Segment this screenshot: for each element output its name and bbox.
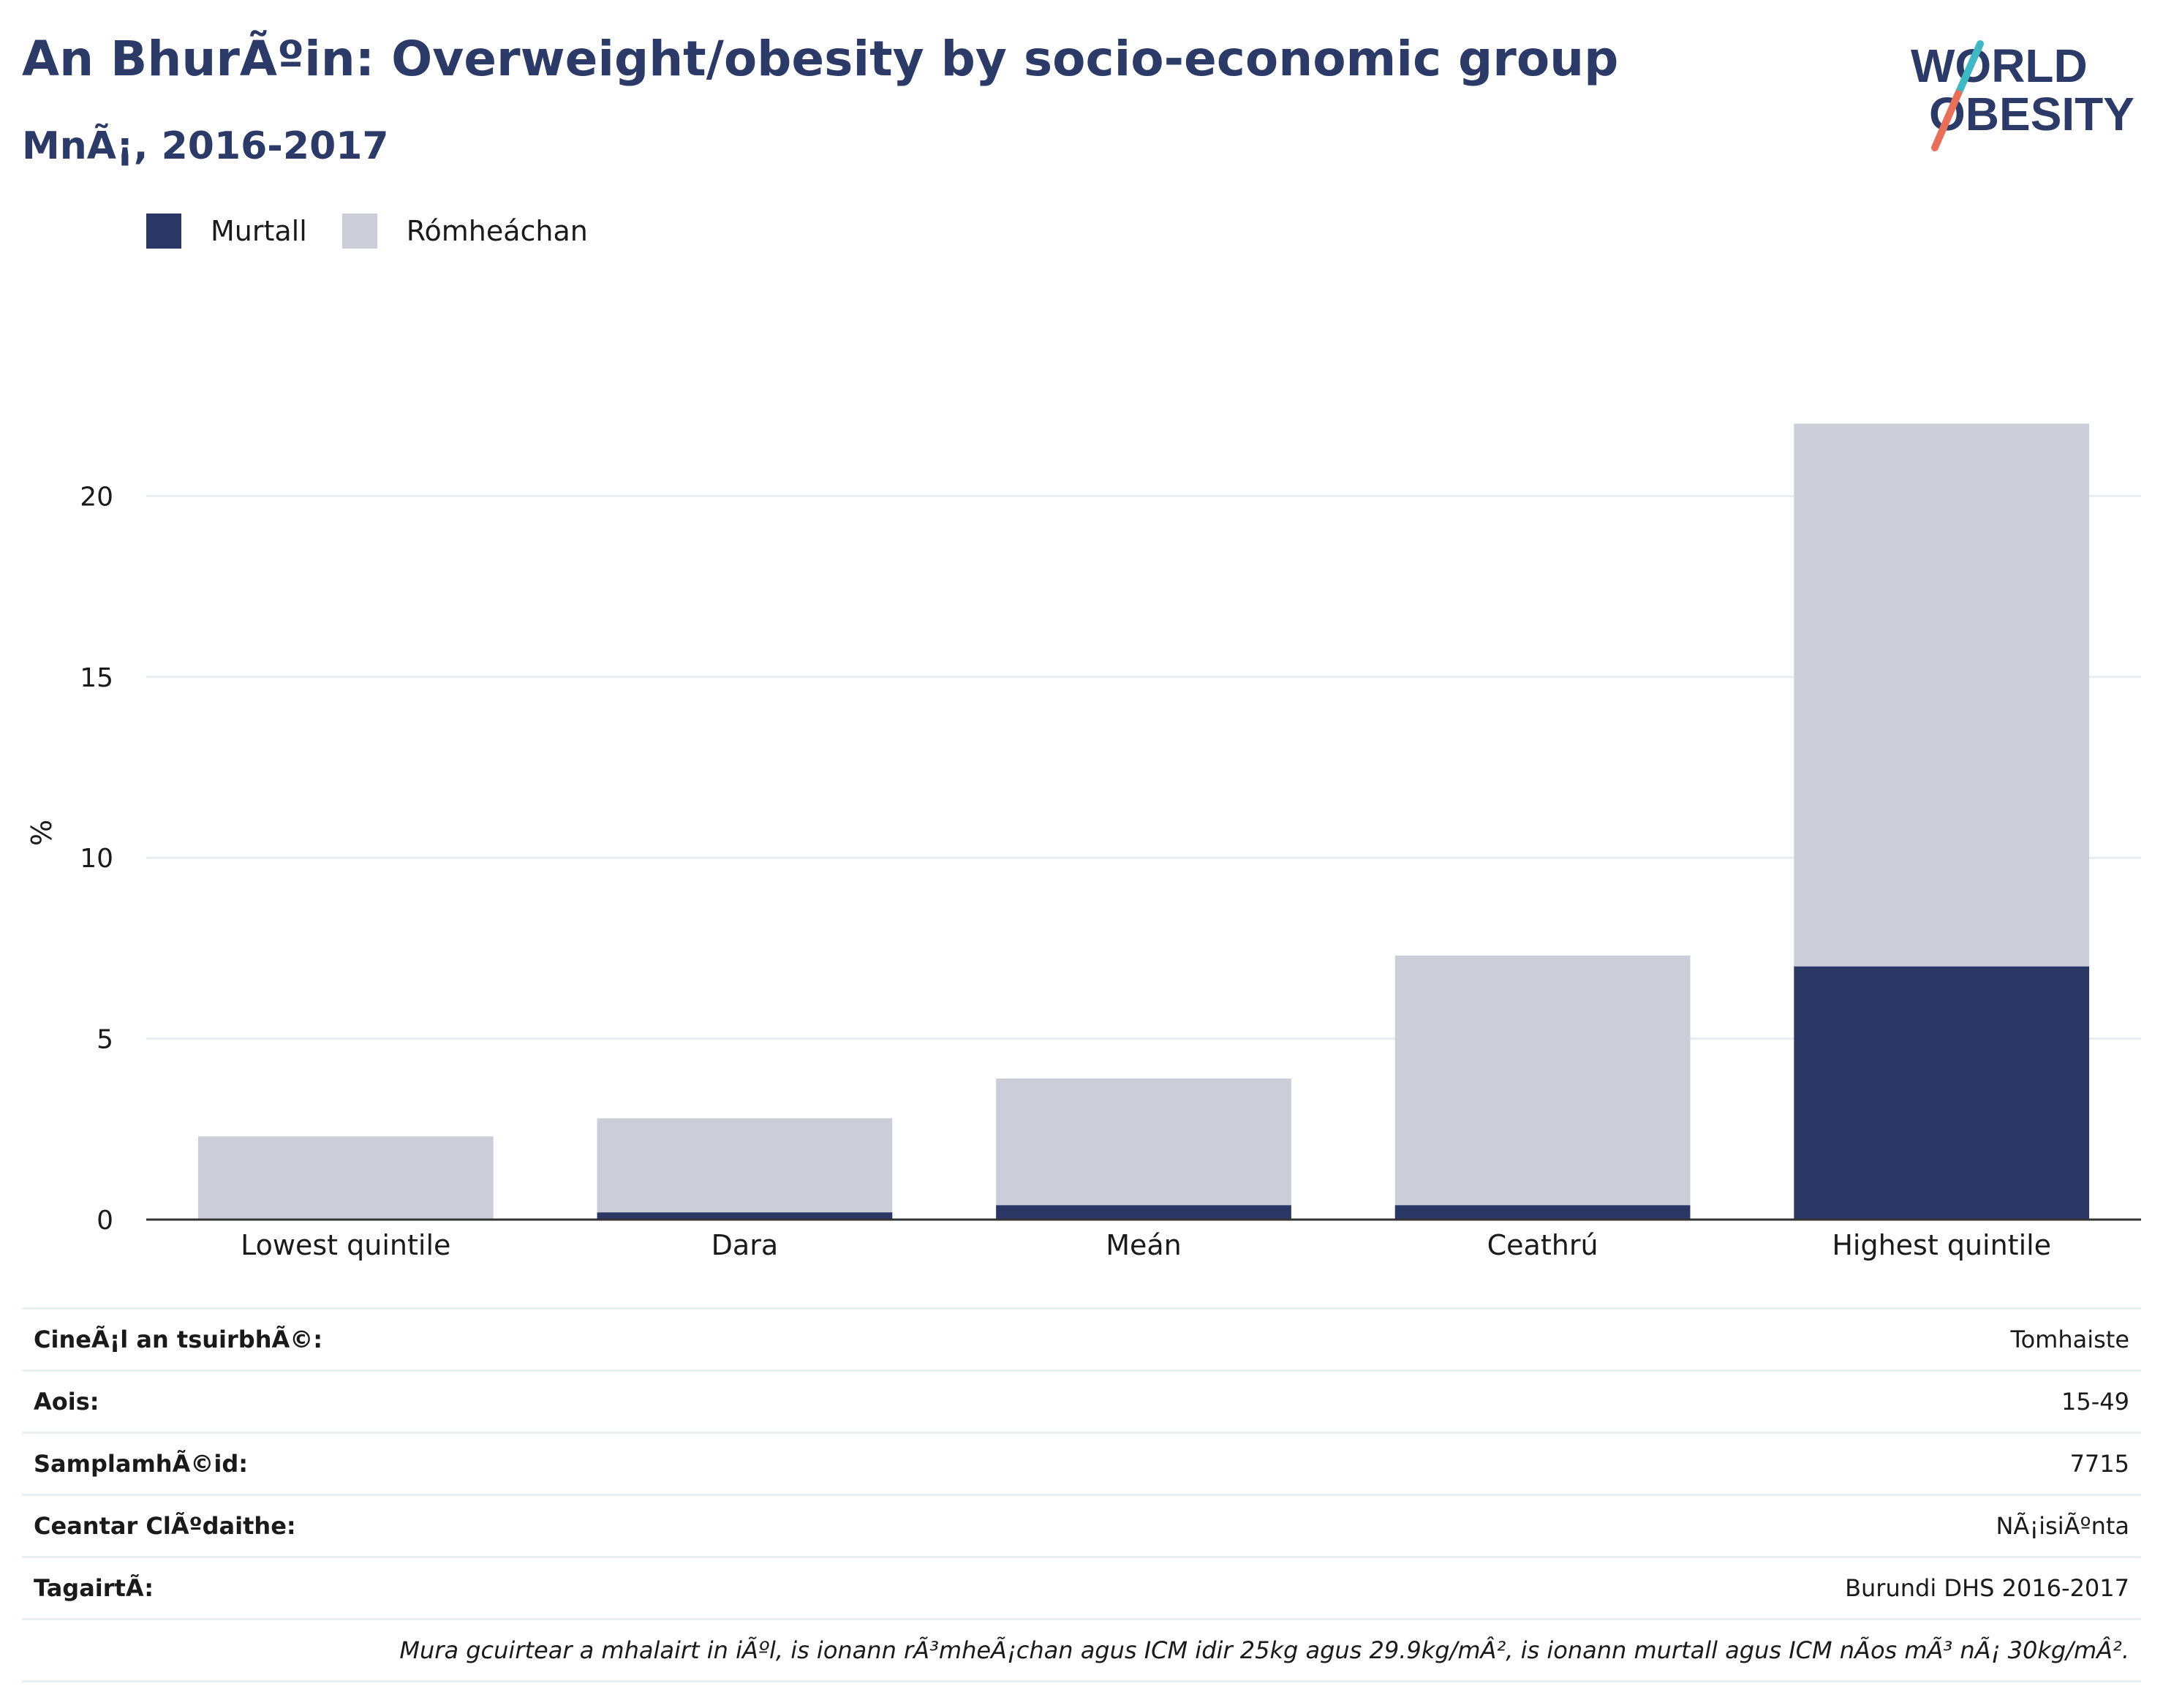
info-row-age: Aois: 15-49 bbox=[22, 1369, 2141, 1432]
legend-label-overweight: Rómheáchan bbox=[406, 215, 588, 247]
chart-title: An BhurÃºin: Overweight/obesity by socio… bbox=[22, 31, 1619, 87]
y-axis-label: % bbox=[26, 820, 58, 846]
info-row-sample-size: SamplamhÃ©id: 7715 bbox=[22, 1432, 2141, 1494]
legend-item-obese[interactable]: Murtall bbox=[146, 214, 307, 249]
info-value: NÃ¡isiÃºnta bbox=[1996, 1512, 2129, 1540]
info-value: 15-49 bbox=[2061, 1388, 2129, 1416]
y-tick-label: 10 bbox=[80, 844, 113, 874]
info-footnote: Mura gcuirtear a mhalairt in iÃºl, is io… bbox=[22, 1618, 2141, 1682]
info-label: Aois: bbox=[34, 1388, 99, 1416]
legend-swatch-obese bbox=[146, 214, 181, 249]
bar-chart: 0 5 10 15 20% Lowest quintile Dara Meán Ceathrú H… bbox=[26, 423, 2141, 1261]
chart-subtitle: MnÃ¡, 2016-2017 bbox=[22, 124, 389, 168]
info-value: Tomhaiste bbox=[2010, 1326, 2129, 1353]
info-row-reference: TagairtÃ: Burundi DHS 2016-2017 bbox=[22, 1556, 2141, 1618]
info-row-survey-type: CineÃ¡l an tsuirbhÃ©: Tomhaiste bbox=[22, 1307, 2141, 1369]
info-value: 7715 bbox=[2069, 1450, 2129, 1478]
info-row-area-covered: Ceantar ClÃºdaithe: NÃ¡isiÃºnta bbox=[22, 1494, 2141, 1556]
y-tick-label: 15 bbox=[80, 663, 113, 693]
world-obesity-logo: WORLD OBESITY bbox=[1911, 39, 2134, 151]
info-label: Ceantar ClÃºdaithe: bbox=[34, 1512, 296, 1540]
footnote-text: Mura gcuirtear a mhalairt in iÃºl, is io… bbox=[399, 1636, 2129, 1664]
info-label: TagairtÃ: bbox=[34, 1574, 154, 1602]
bar-overweight bbox=[1794, 423, 2090, 967]
x-tick-label: Meán bbox=[1106, 1229, 1182, 1261]
y-tick-label: 5 bbox=[97, 1025, 113, 1055]
x-tick-label: Ceathrú bbox=[1487, 1229, 1598, 1261]
bar-overweight bbox=[1394, 955, 1691, 1206]
bar-obese bbox=[1394, 1205, 1691, 1220]
info-table: CineÃ¡l an tsuirbhÃ©: Tomhaiste Aois: 15… bbox=[22, 1307, 2141, 1682]
bar-overweight bbox=[597, 1118, 893, 1213]
info-label: SamplamhÃ©id: bbox=[34, 1450, 249, 1478]
x-tick-label: Dara bbox=[711, 1229, 778, 1261]
info-value: Burundi DHS 2016-2017 bbox=[1845, 1574, 2129, 1602]
bar-obese bbox=[1794, 966, 2090, 1220]
x-tick-label: Lowest quintile bbox=[241, 1229, 450, 1261]
bar-obese bbox=[996, 1205, 1291, 1220]
legend-item-overweight[interactable]: Rómheáchan bbox=[341, 214, 588, 249]
logo-line-2: OBESITY bbox=[1929, 88, 2134, 140]
chart-legend: Murtall Rómheáchan bbox=[146, 214, 623, 249]
y-tick-label: 0 bbox=[97, 1206, 113, 1236]
logo-line-1: WORLD bbox=[1911, 39, 2088, 92]
bar-obese bbox=[597, 1212, 893, 1220]
x-tick-label: Highest quintile bbox=[1832, 1229, 2051, 1261]
bar-overweight bbox=[197, 1136, 494, 1220]
legend-label-obese: Murtall bbox=[211, 215, 307, 247]
legend-swatch-overweight bbox=[341, 214, 377, 249]
y-tick-label: 20 bbox=[80, 482, 113, 512]
info-label: CineÃ¡l an tsuirbhÃ©: bbox=[34, 1326, 323, 1353]
bar-overweight bbox=[996, 1078, 1291, 1206]
